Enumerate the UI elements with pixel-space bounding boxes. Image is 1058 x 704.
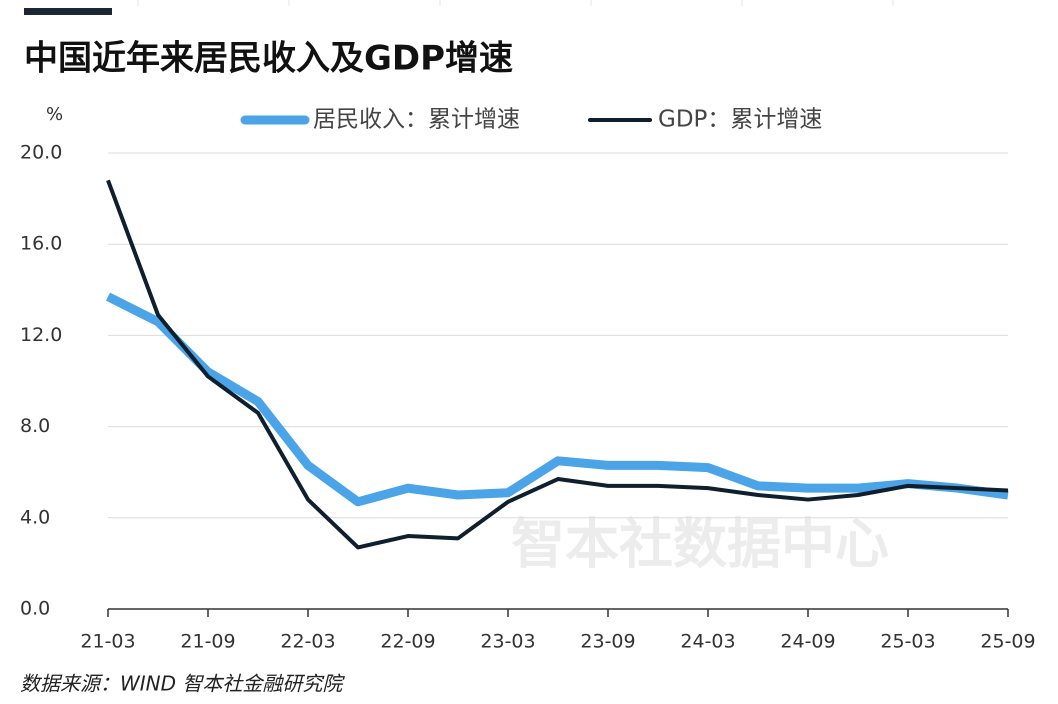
y-tick-label: 0.0 xyxy=(20,598,50,620)
x-tick-label: 24-09 xyxy=(780,631,835,653)
source: 数据来源：WIND 智本社金融研究院 xyxy=(20,672,345,696)
y-tick-label: 4.0 xyxy=(20,506,50,528)
title-accent xyxy=(24,8,112,15)
y-tick-label: 12.0 xyxy=(20,324,62,346)
x-tick-label: 22-03 xyxy=(280,631,335,653)
x-tick-label: 23-03 xyxy=(480,631,535,653)
y-tick-label: 16.0 xyxy=(20,233,62,255)
x-tick-label: 25-09 xyxy=(980,631,1035,653)
y-tick-label: 8.0 xyxy=(20,415,50,437)
x-tick-label: 23-09 xyxy=(580,631,635,653)
chart-title: 中国近年来居民收入及GDP增速 xyxy=(24,39,513,79)
x-tick-label: 21-03 xyxy=(80,631,135,653)
x-tick-label: 25-03 xyxy=(880,631,935,653)
series-line xyxy=(105,292,1009,507)
y-tick-label: 20.0 xyxy=(20,142,62,164)
x-tick-label: 21-09 xyxy=(180,631,235,653)
legend-label: GDP：累计增速 xyxy=(658,107,822,133)
x-tick-label: 22-09 xyxy=(380,631,435,653)
legend-label: 居民收入：累计增速 xyxy=(313,107,520,133)
top-dividers xyxy=(137,0,894,6)
x-tick-label: 24-03 xyxy=(680,631,735,653)
y-unit: % xyxy=(46,104,63,125)
series-line xyxy=(106,179,1009,550)
watermark: 智本社数据中心 xyxy=(511,513,889,576)
